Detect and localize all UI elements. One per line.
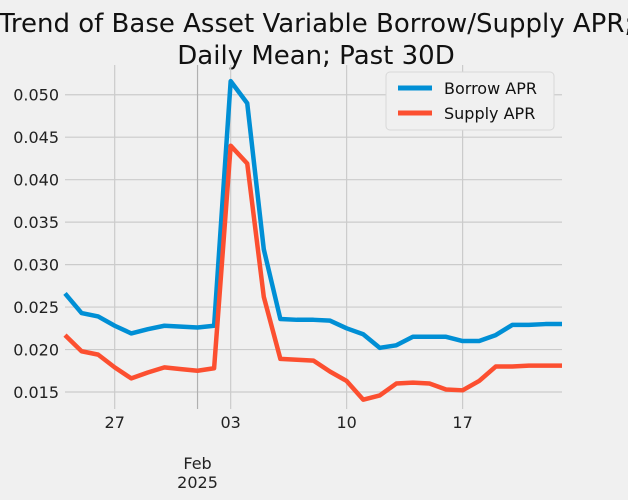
y-tick-label: 0.025 [13,298,59,317]
chart-title-line-2: Daily Mean; Past 30D [177,41,454,71]
y-tick-label: 0.050 [13,86,59,105]
legend: Borrow APR Supply APR [385,71,555,131]
y-tick-label: 0.040 [13,171,59,190]
x-year-label: 2025 [177,473,218,492]
chart-title-line-1: Trend of Base Asset Variable Borrow/Supp… [0,9,628,39]
x-tick-label: 27 [105,413,125,432]
legend-label: Borrow APR [444,79,537,98]
x-tick-label: 03 [220,413,240,432]
x-tick-label: 10 [336,413,356,432]
legend-label: Supply APR [444,104,535,123]
series-line-supply-apr [63,143,562,402]
y-tick-label: 0.015 [13,383,59,402]
y-tick-label: 0.020 [13,341,59,360]
tick-label-layer: 0.015 0.020 0.025 0.030 0.035 0.040 0.045 0.050… [13,86,473,492]
y-tick-label: 0.030 [13,256,59,275]
y-tick-label: 0.035 [13,213,59,232]
series-line-borrow-apr [63,78,562,351]
x-month-label: Feb [183,454,211,473]
x-tick-label: 17 [452,413,472,432]
y-tick-label: 0.045 [13,128,59,147]
series-layer [63,78,562,402]
